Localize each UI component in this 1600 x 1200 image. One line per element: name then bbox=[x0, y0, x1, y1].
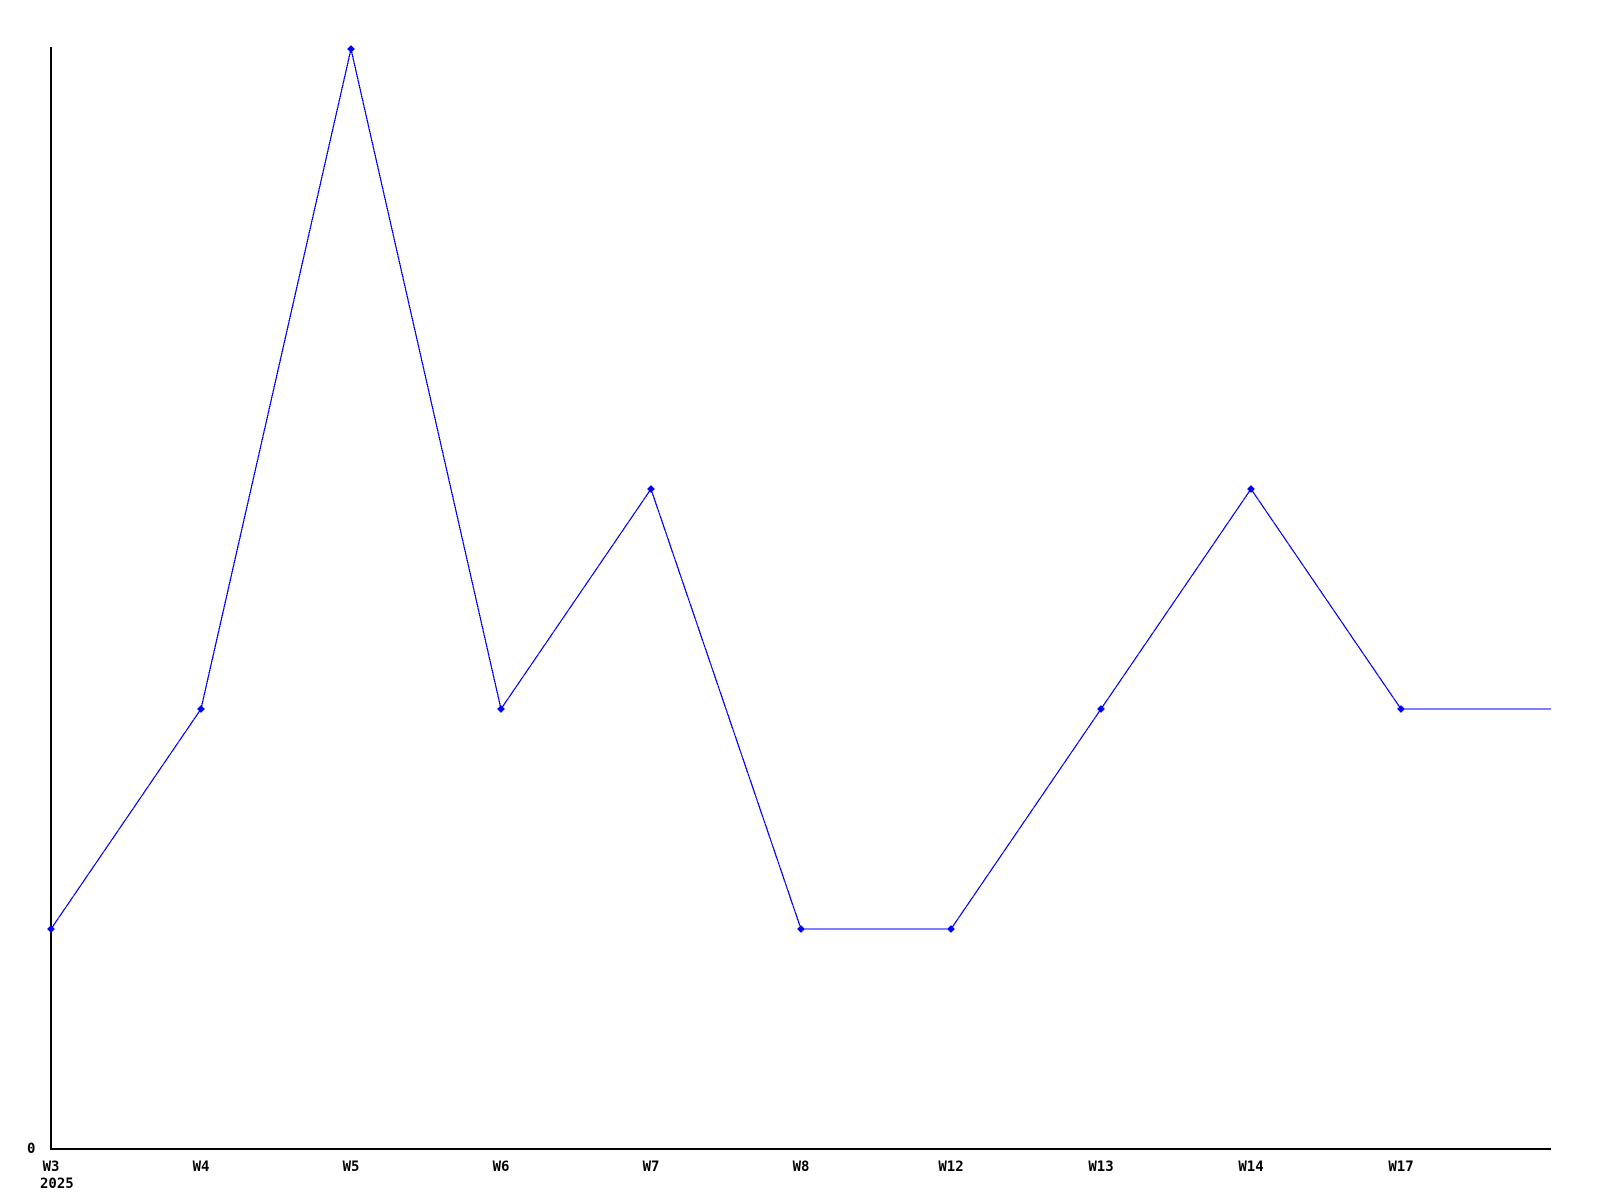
x-tick-label: W7 bbox=[643, 1159, 660, 1175]
data-point-marker bbox=[1097, 705, 1105, 713]
x-tick-label: W6 bbox=[493, 1159, 510, 1175]
x-tick-label: W8 bbox=[793, 1159, 810, 1175]
series-line bbox=[50, 48, 1551, 930]
data-point-marker bbox=[647, 485, 655, 493]
x-tick-label: W3 bbox=[43, 1159, 60, 1175]
x-tick-label: W13 bbox=[1088, 1159, 1113, 1175]
y-tick-label-zero: 0 bbox=[27, 1141, 35, 1157]
x-tick-label: W12 bbox=[938, 1159, 963, 1175]
x-tick-label: W17 bbox=[1388, 1159, 1413, 1175]
data-point-marker bbox=[47, 925, 55, 933]
data-point-marker bbox=[347, 45, 355, 53]
data-point-marker bbox=[197, 705, 205, 713]
x-tick-label: W14 bbox=[1238, 1159, 1263, 1175]
x-axis-year-label: 2025 bbox=[40, 1176, 74, 1192]
x-tick-label: W5 bbox=[343, 1159, 360, 1175]
data-point-marker bbox=[1397, 705, 1405, 713]
data-point-marker bbox=[797, 925, 805, 933]
data-point-marker bbox=[947, 925, 955, 933]
data-point-marker bbox=[1247, 485, 1255, 493]
data-point-marker bbox=[497, 705, 505, 713]
x-tick-label: W4 bbox=[193, 1159, 210, 1175]
